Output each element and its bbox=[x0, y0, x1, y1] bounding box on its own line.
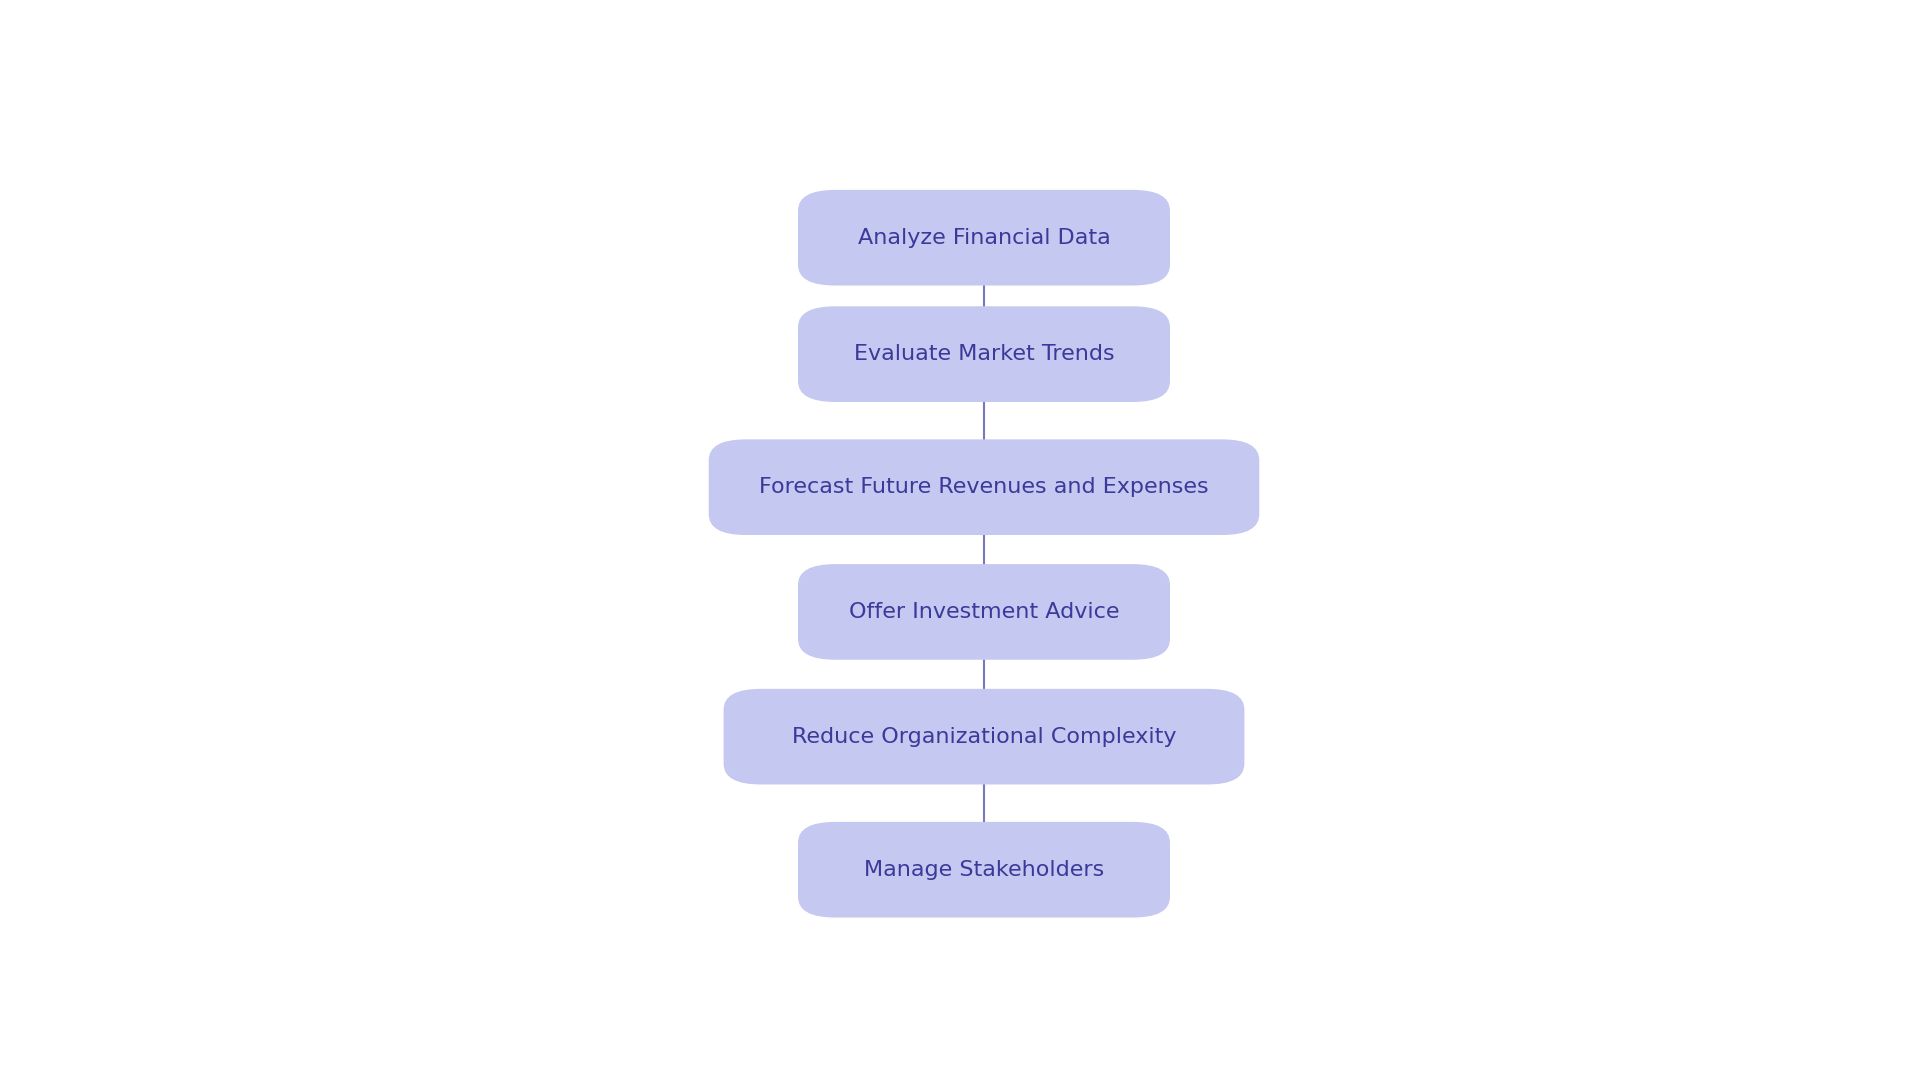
FancyBboxPatch shape bbox=[799, 822, 1169, 918]
FancyBboxPatch shape bbox=[799, 307, 1169, 402]
Text: Reduce Organizational Complexity: Reduce Organizational Complexity bbox=[791, 727, 1177, 746]
Text: Analyze Financial Data: Analyze Financial Data bbox=[858, 228, 1110, 247]
FancyBboxPatch shape bbox=[799, 190, 1169, 285]
Text: Manage Stakeholders: Manage Stakeholders bbox=[864, 860, 1104, 880]
FancyBboxPatch shape bbox=[724, 689, 1244, 784]
FancyBboxPatch shape bbox=[708, 440, 1260, 535]
Text: Offer Investment Advice: Offer Investment Advice bbox=[849, 602, 1119, 622]
FancyBboxPatch shape bbox=[799, 564, 1169, 660]
Text: Forecast Future Revenues and Expenses: Forecast Future Revenues and Expenses bbox=[758, 477, 1210, 497]
Text: Evaluate Market Trends: Evaluate Market Trends bbox=[854, 345, 1114, 364]
